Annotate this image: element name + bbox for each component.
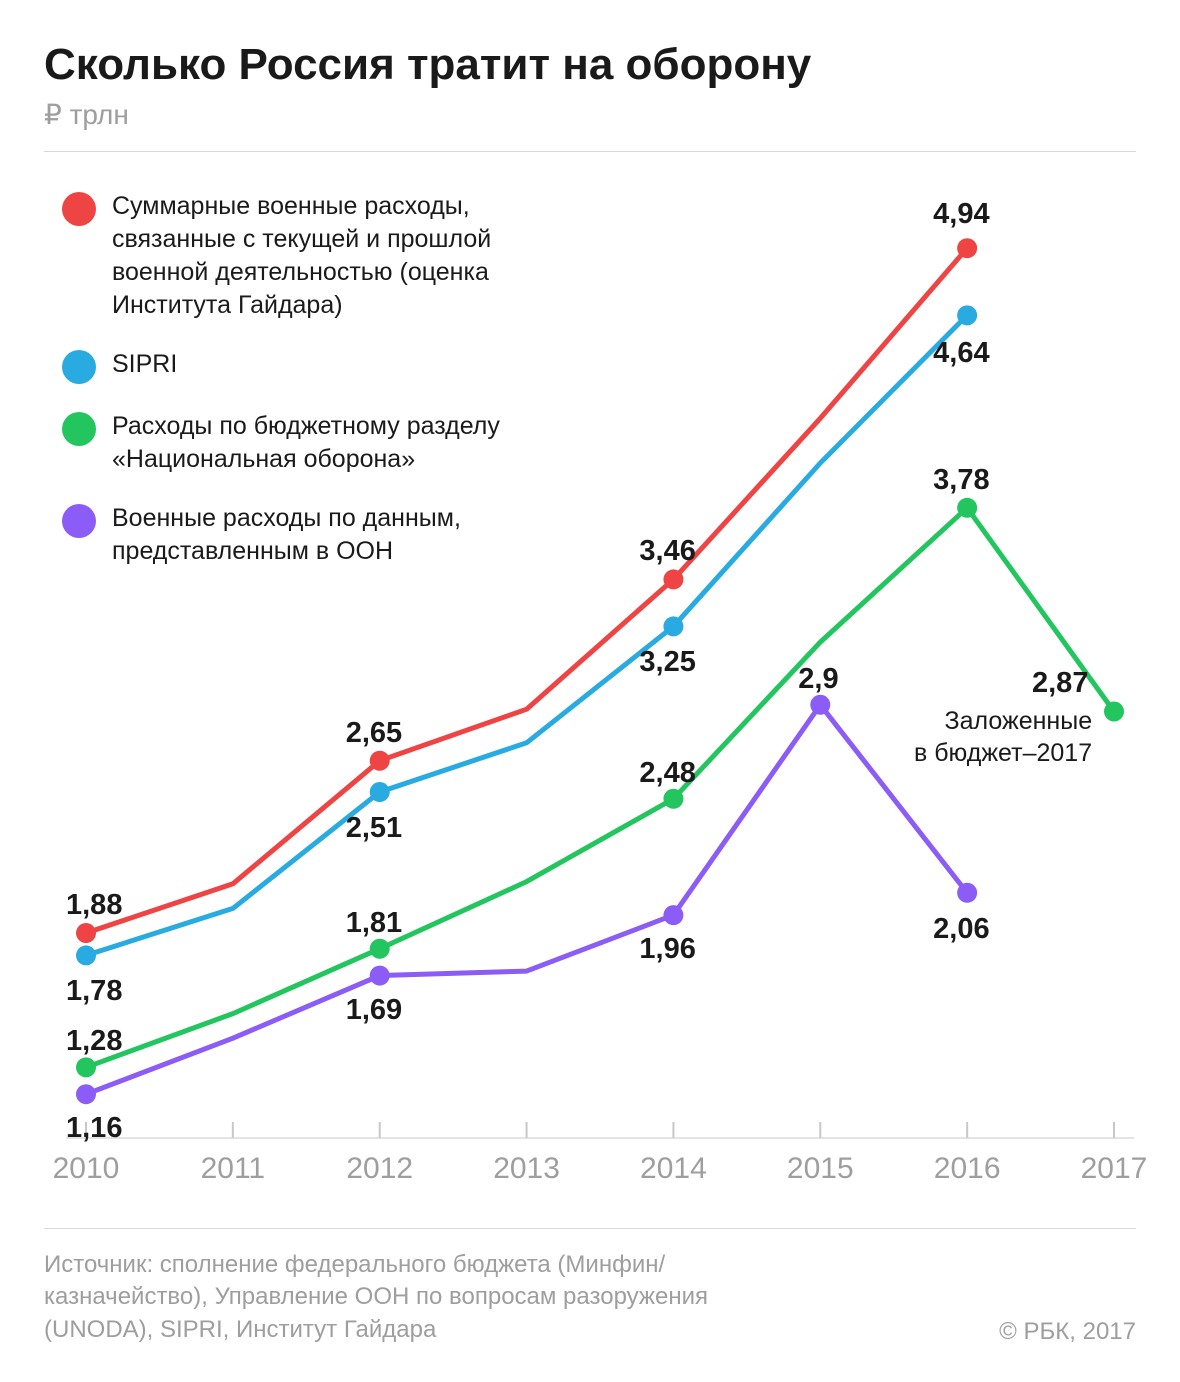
- data-point-label: 2,48: [639, 757, 695, 790]
- chart-subtitle: ₽ трлн: [44, 98, 1136, 131]
- legend-item: Военные расходы по данным, представленны…: [62, 502, 552, 568]
- x-axis-label: 2016: [934, 1152, 1001, 1186]
- header-divider: [44, 151, 1136, 152]
- data-point-label: 3,46: [639, 535, 695, 568]
- x-axis-label: 2011: [201, 1152, 266, 1186]
- legend-label: Военные расходы по данным, представленны…: [112, 502, 552, 568]
- source-text: Источник: сполнение федерального бюджета…: [44, 1249, 804, 1346]
- chart-area: Суммарные военные расходы, связанные с т…: [44, 180, 1136, 1210]
- chart-title: Сколько Россия тратит на оборону: [44, 40, 1136, 90]
- x-axis-label: 2013: [493, 1152, 560, 1186]
- data-point-label: 1,78: [66, 975, 122, 1008]
- footer: Источник: сполнение федерального бюджета…: [44, 1228, 1136, 1346]
- x-axis-label: 2012: [346, 1152, 413, 1186]
- legend-item: SIPRI: [62, 348, 552, 384]
- x-axis-label: 2014: [640, 1152, 707, 1186]
- data-point-label: 4,94: [933, 198, 989, 231]
- legend-label: SIPRI: [112, 348, 177, 381]
- data-point-label: 1,28: [66, 1025, 122, 1058]
- data-point-label: 2,06: [933, 913, 989, 946]
- legend-marker: [62, 192, 96, 226]
- x-axis-label: 2015: [787, 1152, 854, 1186]
- data-point-label: 1,81: [346, 907, 402, 940]
- legend-label: Суммарные военные расходы, связанные с т…: [112, 190, 552, 322]
- data-point-label: 1,16: [66, 1112, 122, 1145]
- source-prefix: Источник:: [44, 1251, 160, 1278]
- data-point-label: 3,78: [933, 464, 989, 497]
- legend: Суммарные военные расходы, связанные с т…: [62, 190, 552, 568]
- copyright: © РБК, 2017: [999, 1318, 1136, 1346]
- annotation: Заложенныев бюджет–2017: [914, 705, 1092, 769]
- legend-item: Суммарные военные расходы, связанные с т…: [62, 190, 552, 322]
- legend-marker: [62, 504, 96, 538]
- data-point-label: 2,9: [798, 663, 838, 696]
- legend-label: Расходы по бюджетному разделу «Националь…: [112, 410, 552, 476]
- data-point-label: 1,88: [66, 889, 122, 922]
- data-point-label: 2,87: [1032, 667, 1088, 700]
- data-point-label: 1,96: [639, 933, 695, 966]
- x-axis-label: 2010: [53, 1152, 120, 1186]
- legend-marker: [62, 350, 96, 384]
- data-point-label: 2,51: [346, 812, 402, 845]
- data-point-label: 4,64: [933, 337, 989, 370]
- data-point-label: 3,25: [639, 646, 695, 679]
- data-point-label: 1,69: [346, 994, 402, 1027]
- data-point-label: 2,65: [346, 717, 402, 750]
- legend-marker: [62, 412, 96, 446]
- legend-item: Расходы по бюджетному разделу «Националь…: [62, 410, 552, 476]
- x-axis-label: 2017: [1081, 1152, 1148, 1186]
